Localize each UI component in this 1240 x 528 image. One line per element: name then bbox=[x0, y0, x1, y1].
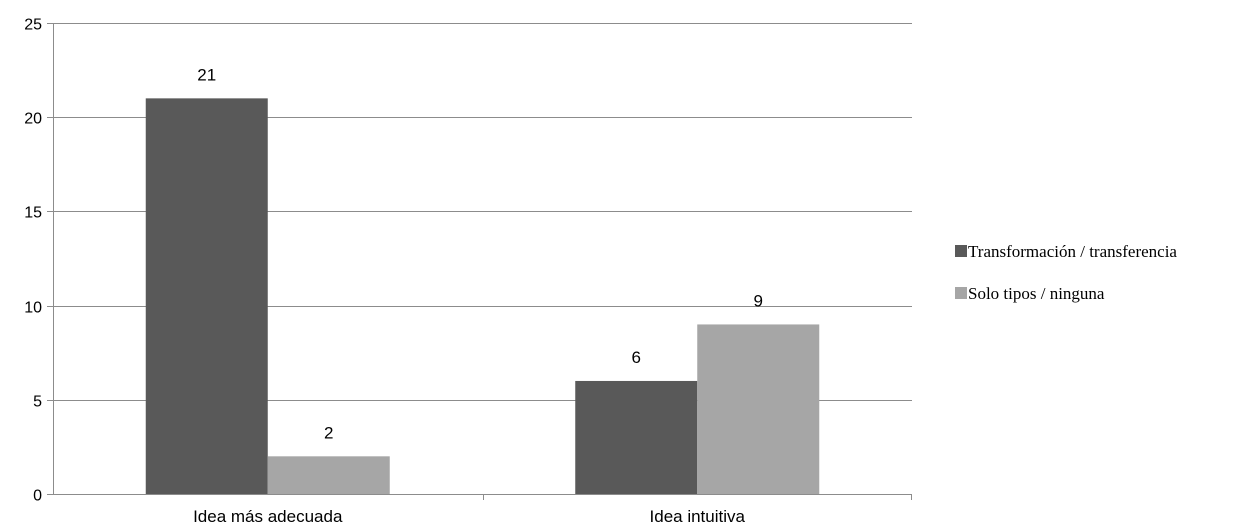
bar bbox=[267, 456, 390, 494]
y-tick-label: 20 bbox=[24, 111, 42, 128]
legend-swatch bbox=[955, 287, 967, 299]
legend-label: Transformación / transferencia bbox=[968, 242, 1177, 261]
bars bbox=[145, 98, 820, 495]
y-tick-label: 25 bbox=[24, 17, 42, 34]
y-tick-label: 0 bbox=[33, 488, 42, 505]
bar bbox=[575, 380, 698, 494]
y-tick-label: 5 bbox=[33, 394, 42, 411]
x-tick-label: Idea intuitiva bbox=[650, 507, 746, 526]
legend-swatch bbox=[955, 245, 967, 257]
bar bbox=[697, 324, 820, 494]
data-label: 9 bbox=[754, 291, 763, 310]
y-tick-label: 10 bbox=[24, 300, 42, 317]
data-label: 21 bbox=[197, 65, 216, 84]
legend-label: Solo tipos / ninguna bbox=[968, 284, 1105, 303]
y-tick-label: 15 bbox=[24, 205, 42, 222]
axes: 0 5 10 15 20 25 Idea más adecuada Idea intuitiv… bbox=[24, 17, 912, 526]
legend: Transformación / transferencia Solo tipos… bbox=[955, 242, 1177, 303]
data-labels: 21 2 6 9 bbox=[197, 65, 763, 442]
data-label: 2 bbox=[324, 423, 333, 442]
data-label: 6 bbox=[632, 348, 641, 367]
x-tick-label: Idea más adecuada bbox=[193, 507, 343, 526]
bar bbox=[145, 98, 268, 495]
